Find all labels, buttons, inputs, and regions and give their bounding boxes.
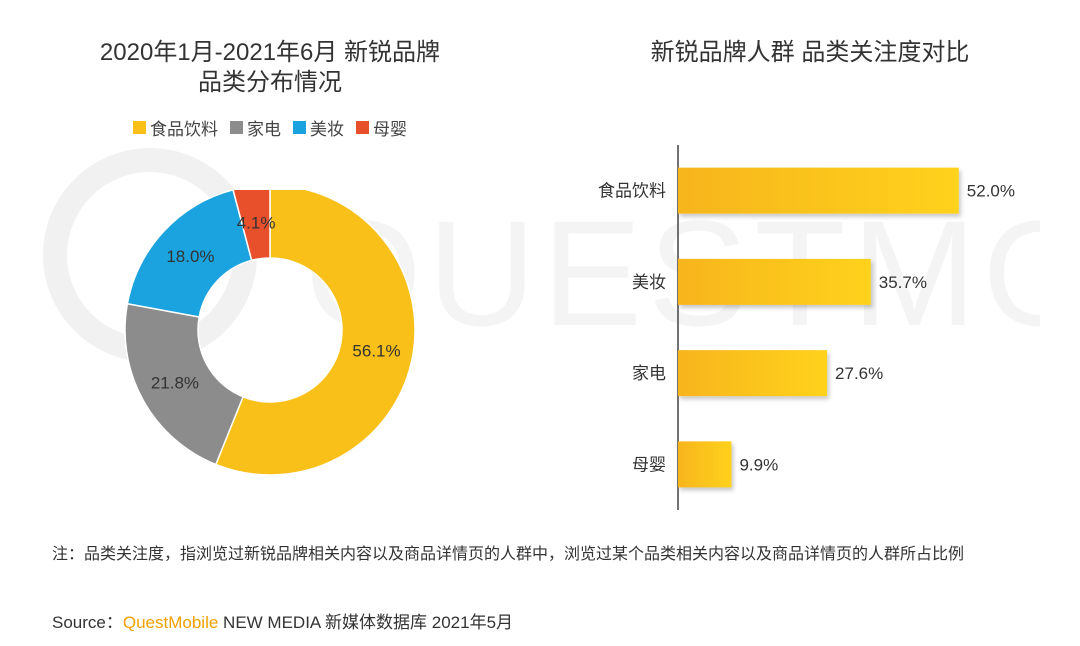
bar-category-appliance: 家电 <box>632 364 666 383</box>
legend-item-beauty: 美妆 <box>293 115 344 140</box>
legend-swatch-baby <box>356 121 369 134</box>
legend-item-food: 食品饮料 <box>133 115 218 140</box>
bar-beauty <box>678 258 871 305</box>
bar-chart: 食品饮料 52.0% 美妆 35.7% 家电 27.6% 母婴 9.9% <box>598 145 1015 510</box>
bar-value-label-appliance: 27.6% <box>835 364 883 383</box>
source-brand: QuestMobile <box>122 613 219 632</box>
bar-value-label-beauty: 35.7% <box>879 273 927 292</box>
donut-label-baby: 4.1% <box>237 213 276 232</box>
donut-chart: 56.1% 21.8% 18.0% 4.1% <box>124 190 416 476</box>
source-rest: NEW MEDIA 新媒体数据库 2021年5月 <box>218 613 514 632</box>
bar-category-baby: 母婴 <box>632 455 666 474</box>
donut-label-beauty: 18.0% <box>166 247 214 266</box>
donut-slice-beauty <box>126 190 253 318</box>
legend-item-appliance: 家电 <box>230 115 281 140</box>
legend-swatch-beauty <box>293 121 306 134</box>
legend-label-beauty: 美妆 <box>310 120 344 139</box>
donut-slice-appliance <box>124 302 245 466</box>
bar-appliance <box>678 350 828 397</box>
bar-category-beauty: 美妆 <box>632 273 666 292</box>
right-chart-title: 新锐品牌人群 品类关注度对比 <box>650 39 970 66</box>
left-chart-title-line2: 品类分布情况 <box>198 69 342 96</box>
source-prefix: Source： <box>52 613 123 632</box>
legend-swatch-appliance <box>230 121 243 134</box>
bar-value-label-food: 52.0% <box>967 182 1015 201</box>
bar-value-label-baby: 9.9% <box>739 455 778 474</box>
donut-legend: 食品饮料 家电 美妆 母婴 <box>133 115 407 140</box>
donut-slice-food <box>214 190 416 476</box>
donut-label-appliance: 21.8% <box>151 373 199 392</box>
donut-slice-baby <box>232 190 271 262</box>
bar-baby <box>678 441 732 488</box>
legend-label-baby: 母婴 <box>373 120 407 139</box>
source-line: Source：QuestMobile NEW MEDIA 新媒体数据库 2021… <box>52 608 513 633</box>
legend-label-appliance: 家电 <box>247 120 281 139</box>
bar-category-food: 食品饮料 <box>598 182 666 201</box>
legend-label-food: 食品饮料 <box>150 120 218 139</box>
left-chart-title: 2020年1月-2021年6月 新锐品牌 品类分布情况 <box>60 38 480 98</box>
left-chart-title-line1: 2020年1月-2021年6月 新锐品牌 <box>99 39 441 66</box>
legend-swatch-food <box>133 121 146 134</box>
footnote: 注：品类关注度，指浏览过新锐品牌相关内容以及商品详情页的人群中，浏览过某个品类相… <box>52 546 965 563</box>
legend-item-baby: 母婴 <box>356 115 407 140</box>
bar-food <box>678 167 959 214</box>
donut-label-food: 56.1% <box>352 342 400 361</box>
